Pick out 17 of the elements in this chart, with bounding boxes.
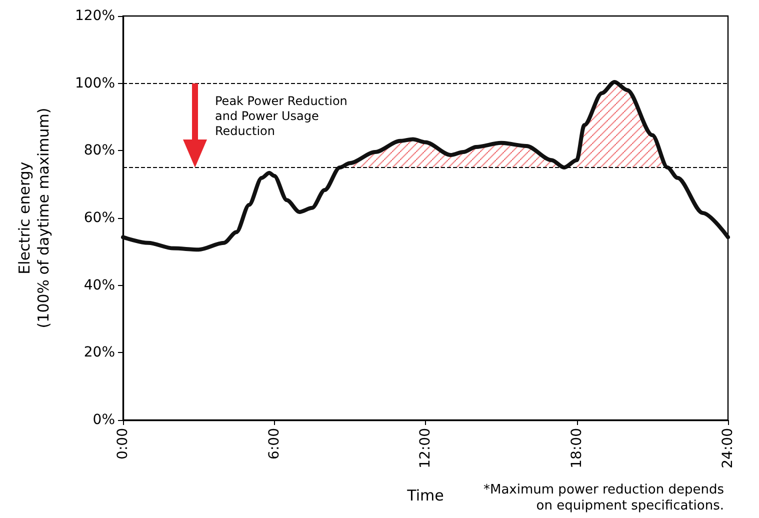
line-series — [121, 80, 730, 252]
y-tick-label: 120% — [74, 8, 115, 24]
annotation: Peak Power Reduction and Power Usage Reduction — [215, 94, 348, 138]
y-axis-title: Electric energy (100% of daytime maximum) — [16, 108, 52, 328]
x-axis-title: Time — [406, 486, 444, 504]
y-tick-label: 40% — [84, 277, 115, 294]
text: *Maximum power reduction depends on equipment specifications. — [484, 482, 724, 514]
x-tick-label: 0:00 — [115, 428, 131, 460]
x-tick-label: 18:00 — [568, 428, 585, 468]
x-tick-label: 12:00 — [418, 428, 434, 468]
y-tick-label: 100% — [74, 75, 115, 92]
y-tick-label: 80% — [84, 142, 115, 159]
y-tick-label: 0% — [92, 412, 115, 428]
x-tick-label: 24:00 — [720, 428, 736, 468]
y-tick-label: 60% — [84, 210, 115, 226]
x-tick-label: 6:00 — [266, 428, 282, 460]
y-tick-label: 20% — [84, 344, 115, 361]
